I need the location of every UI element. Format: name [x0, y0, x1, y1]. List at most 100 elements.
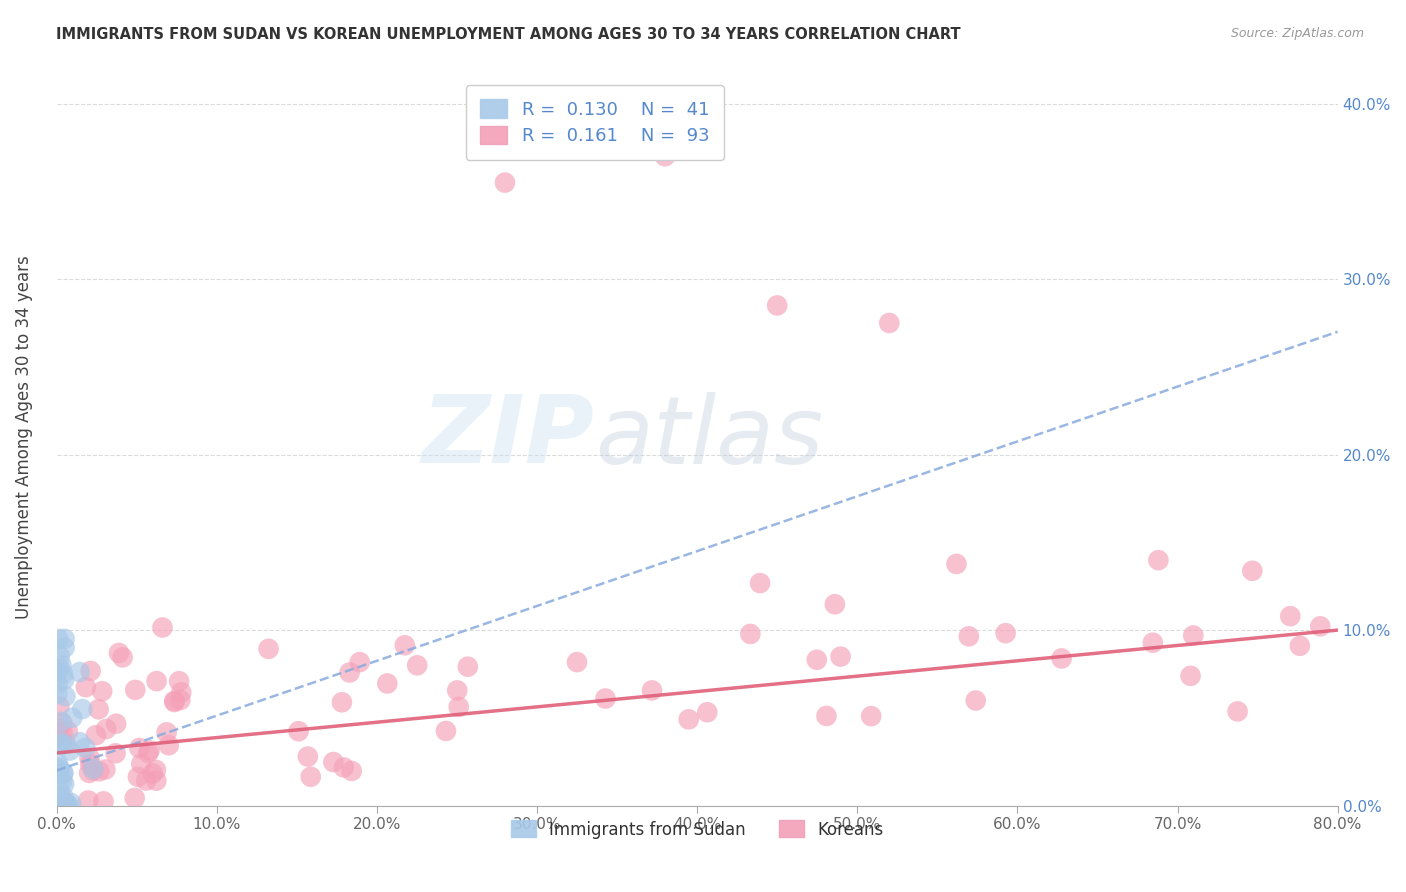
- Point: [127, 770, 149, 784]
- Point: [52, 789, 75, 804]
- Point: [51, 735, 73, 749]
- Point: [104, 746, 127, 760]
- Point: [375, 676, 398, 690]
- Point: [145, 674, 167, 689]
- Point: [49, 714, 72, 729]
- Point: [49, 649, 72, 664]
- Point: [330, 695, 353, 709]
- Point: [51, 715, 73, 730]
- Point: [157, 738, 180, 752]
- Point: [75, 680, 97, 694]
- Point: [69, 665, 91, 679]
- Point: [322, 755, 344, 769]
- Point: [105, 716, 128, 731]
- Point: [89, 764, 111, 779]
- Point: [434, 723, 457, 738]
- Point: [138, 743, 160, 757]
- Point: [654, 149, 676, 163]
- Point: [145, 763, 167, 777]
- Point: [129, 756, 152, 771]
- Point: [46, 734, 69, 748]
- Point: [333, 760, 356, 774]
- Point: [69, 735, 91, 749]
- Point: [93, 794, 115, 808]
- Point: [46, 665, 69, 679]
- Point: [46, 798, 69, 813]
- Point: [170, 685, 193, 699]
- Point: [806, 653, 828, 667]
- Point: [1050, 651, 1073, 665]
- Point: [565, 655, 588, 669]
- Point: [51, 738, 73, 752]
- Point: [58, 798, 80, 813]
- Point: [349, 655, 371, 669]
- Point: [135, 773, 157, 788]
- Point: [48, 721, 70, 735]
- Point: [111, 650, 134, 665]
- Point: [297, 749, 319, 764]
- Point: [340, 764, 363, 778]
- Point: [824, 597, 846, 611]
- Point: [457, 659, 479, 673]
- Point: [48, 763, 70, 777]
- Point: [128, 741, 150, 756]
- Point: [46, 677, 69, 691]
- Point: [1182, 628, 1205, 642]
- Point: [145, 773, 167, 788]
- Point: [766, 298, 789, 312]
- Point: [82, 762, 104, 776]
- Point: [877, 316, 900, 330]
- Point: [957, 629, 980, 643]
- Point: [72, 702, 94, 716]
- Point: [124, 682, 146, 697]
- Point: [339, 665, 361, 680]
- Point: [860, 709, 883, 723]
- Point: [299, 770, 322, 784]
- Point: [678, 712, 700, 726]
- Point: [48, 661, 70, 675]
- Text: ZIP: ZIP: [422, 391, 595, 483]
- Point: [257, 641, 280, 656]
- Point: [53, 640, 76, 655]
- Point: [52, 795, 75, 809]
- Point: [59, 743, 82, 757]
- Point: [52, 798, 75, 813]
- Point: [48, 699, 70, 714]
- Legend: R =  0.130    N =  41, R =  0.161    N =  93: R = 0.130 N = 41, R = 0.161 N = 93: [465, 85, 724, 160]
- Point: [75, 740, 97, 755]
- Point: [53, 777, 76, 791]
- Point: [82, 764, 104, 778]
- Point: [55, 690, 77, 704]
- Point: [163, 695, 186, 709]
- Point: [136, 746, 159, 760]
- Point: [91, 684, 114, 698]
- Point: [169, 693, 191, 707]
- Point: [124, 791, 146, 805]
- Point: [1147, 553, 1170, 567]
- Point: [446, 683, 468, 698]
- Point: [49, 738, 72, 752]
- Point: [52, 766, 75, 780]
- Point: [56, 724, 79, 739]
- Point: [167, 674, 190, 689]
- Point: [945, 557, 967, 571]
- Point: [163, 694, 186, 708]
- Point: [84, 728, 107, 742]
- Point: [749, 576, 772, 591]
- Point: [52, 766, 75, 780]
- Point: [87, 702, 110, 716]
- Point: [60, 711, 83, 725]
- Point: [52, 725, 75, 739]
- Point: [60, 796, 83, 810]
- Point: [394, 638, 416, 652]
- Point: [53, 632, 76, 646]
- Point: [447, 700, 470, 714]
- Point: [77, 793, 100, 807]
- Text: Source: ZipAtlas.com: Source: ZipAtlas.com: [1230, 27, 1364, 40]
- Point: [994, 626, 1017, 640]
- Point: [696, 705, 718, 719]
- Point: [830, 649, 852, 664]
- Point: [53, 673, 76, 687]
- Point: [51, 774, 73, 789]
- Point: [156, 725, 179, 739]
